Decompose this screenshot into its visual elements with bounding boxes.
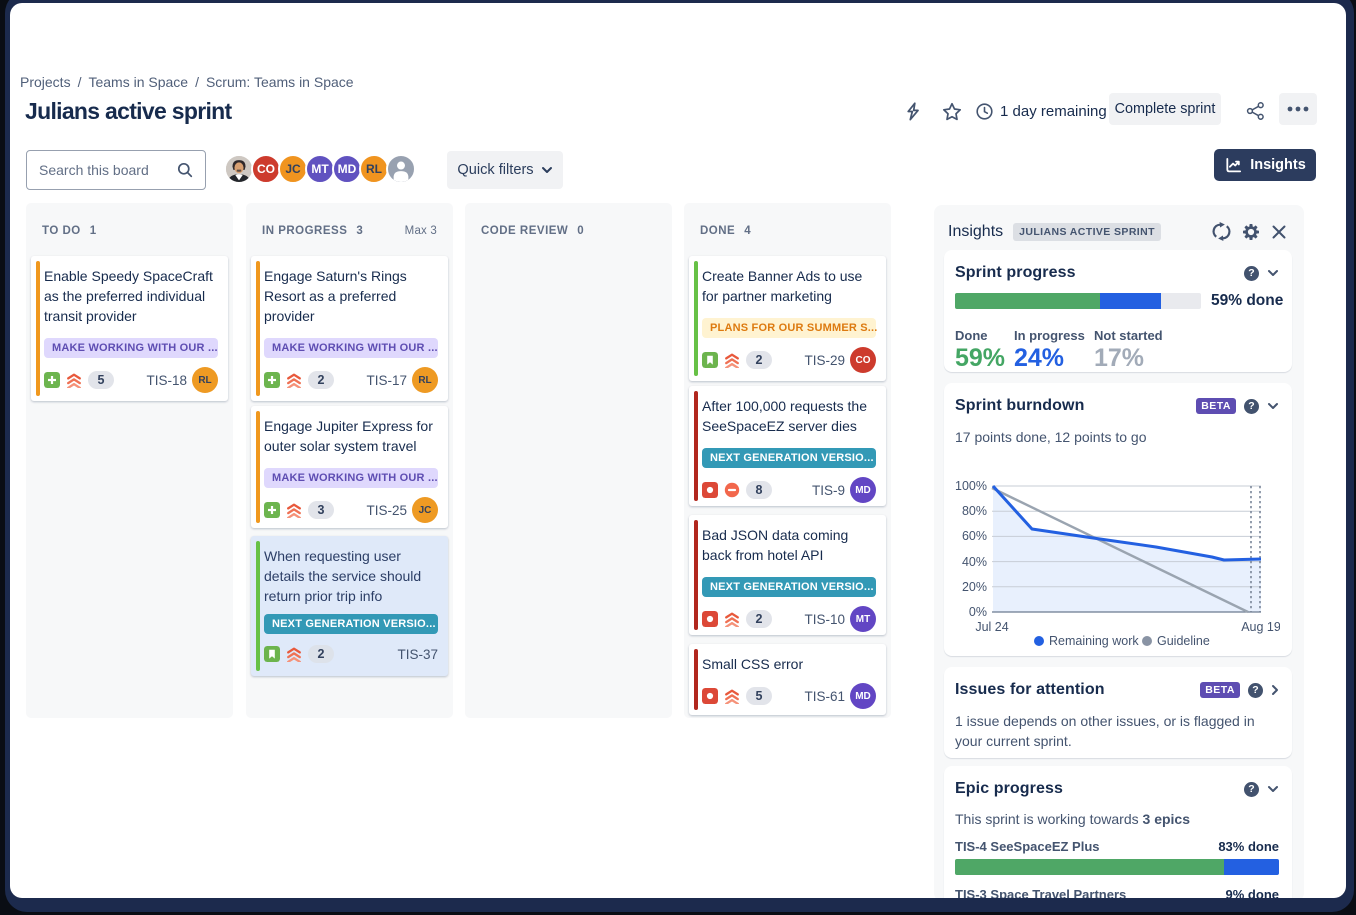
svg-text:100%: 100%	[955, 480, 987, 493]
svg-text:20%: 20%	[962, 580, 987, 594]
svg-text:80%: 80%	[962, 504, 987, 518]
svg-text:Aug 19: Aug 19	[1241, 620, 1280, 634]
svg-text:Jul 24: Jul 24	[975, 620, 1008, 634]
svg-text:60%: 60%	[962, 529, 987, 543]
svg-text:0%: 0%	[969, 605, 987, 619]
svg-text:40%: 40%	[962, 555, 987, 569]
svg-text:Guideline: Guideline	[1157, 634, 1210, 648]
svg-text:Remaining work: Remaining work	[1049, 634, 1139, 648]
